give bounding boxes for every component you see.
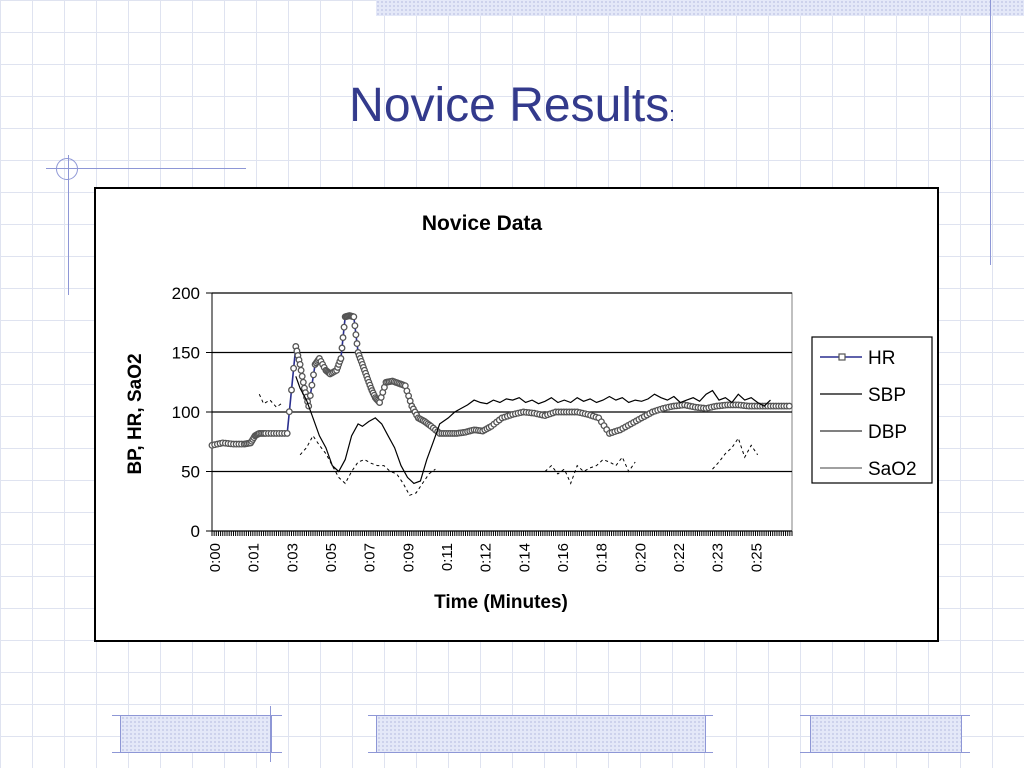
y-tick-label: 0	[191, 522, 200, 541]
slide-title-text: Novice Results	[349, 79, 670, 132]
data-point-hr	[296, 360, 304, 368]
x-axis-label: Time (Minutes)	[434, 592, 568, 613]
x-tick-label: 0:00	[207, 543, 224, 572]
data-point-hr	[785, 402, 793, 410]
bottom-decor-line	[800, 715, 970, 716]
x-tick-label: 0:14	[516, 543, 533, 572]
slide-title: Novice Results:	[0, 78, 1024, 133]
data-point-hr	[310, 371, 317, 379]
x-tick-label: 0:11	[439, 543, 456, 571]
x-tick-label: 0:25	[748, 543, 765, 572]
bottom-decor-box-1	[120, 716, 272, 752]
y-tick-label: 50	[181, 463, 200, 482]
series-line-sbp	[295, 376, 771, 485]
x-tick-label: 0:12	[478, 543, 495, 572]
chart-container: Novice Data 0 50 100 150 200 0:00 0:01 0:03 0:05 0…	[94, 187, 939, 642]
bottom-decor-box-3	[810, 716, 962, 752]
x-tick-label: 0:05	[323, 543, 340, 572]
bottom-decor-tick	[270, 706, 271, 762]
x-tick-label: 0:01	[246, 543, 263, 572]
bottom-decor-line	[112, 715, 282, 716]
legend-label-sao2: SaO2	[868, 459, 917, 480]
bottom-decor-box-2	[376, 716, 706, 752]
bottom-decor-line	[112, 752, 282, 753]
x-tick-label: 0:03	[284, 543, 301, 572]
data-point-hr	[338, 344, 346, 352]
top-decor-band	[376, 0, 1024, 16]
series-line-dbp	[258, 393, 759, 496]
bottom-decor-line	[368, 752, 713, 753]
data-point-hr	[283, 429, 291, 437]
x-tick-label: 0:23	[710, 543, 727, 572]
bottom-decor-line	[368, 715, 713, 716]
data-point-hr	[297, 366, 305, 374]
x-tick-label: 0:20	[632, 543, 649, 572]
left-decor-vline	[68, 155, 69, 295]
legend-marker-hr	[838, 353, 846, 361]
legend-label-sbp: SBP	[868, 385, 906, 406]
data-point-hr	[299, 378, 307, 386]
data-point-hr	[353, 340, 361, 348]
data-point-hr	[337, 355, 345, 362]
crosshair-decor	[56, 158, 78, 180]
data-point-hr	[351, 322, 359, 330]
data-point-hr	[288, 386, 295, 394]
x-tick-label: 0:18	[594, 543, 611, 572]
chart-title: Novice Data	[422, 212, 543, 235]
legend-label-dbp: DBP	[868, 422, 907, 443]
x-tick-label: 0:22	[671, 543, 688, 572]
x-tick-label: 0:16	[555, 543, 572, 572]
bottom-decor-line	[800, 752, 970, 753]
slide-title-suffix: :	[669, 104, 675, 126]
data-point-hr	[339, 334, 347, 342]
y-tick-label: 200	[172, 284, 200, 303]
data-point-hr	[340, 323, 348, 331]
y-tick-label: 150	[172, 344, 200, 363]
x-tick-label: 0:09	[400, 543, 417, 572]
x-tick-label: 0:07	[362, 543, 379, 572]
data-point-hr	[306, 392, 314, 400]
legend-label-hr: HR	[868, 348, 895, 369]
data-point-hr	[298, 372, 306, 380]
data-point-hr	[352, 331, 360, 339]
data-point-hr	[285, 408, 293, 416]
data-point-hr	[308, 381, 316, 389]
data-point-hr	[350, 313, 358, 321]
y-tick-label: 100	[172, 403, 200, 422]
y-axis-label: BP, HR, SaO2	[125, 353, 146, 474]
chart-svg: Novice Data 0 50 100 150 200 0:00 0:01 0:03 0:05 0…	[125, 212, 933, 613]
right-decor-line	[990, 0, 991, 265]
left-decor-hline	[46, 168, 246, 169]
legend-box	[811, 336, 933, 484]
data-point-hr	[290, 364, 298, 372]
